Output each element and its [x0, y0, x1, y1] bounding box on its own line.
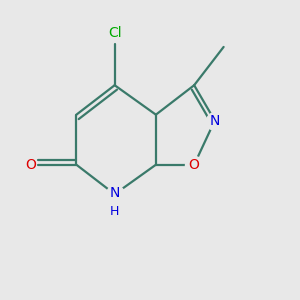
Text: O: O: [189, 158, 200, 172]
Text: N: N: [210, 114, 220, 128]
Text: H: H: [110, 205, 119, 218]
Text: Cl: Cl: [108, 26, 122, 40]
Text: O: O: [25, 158, 36, 172]
Text: N: N: [110, 186, 120, 200]
